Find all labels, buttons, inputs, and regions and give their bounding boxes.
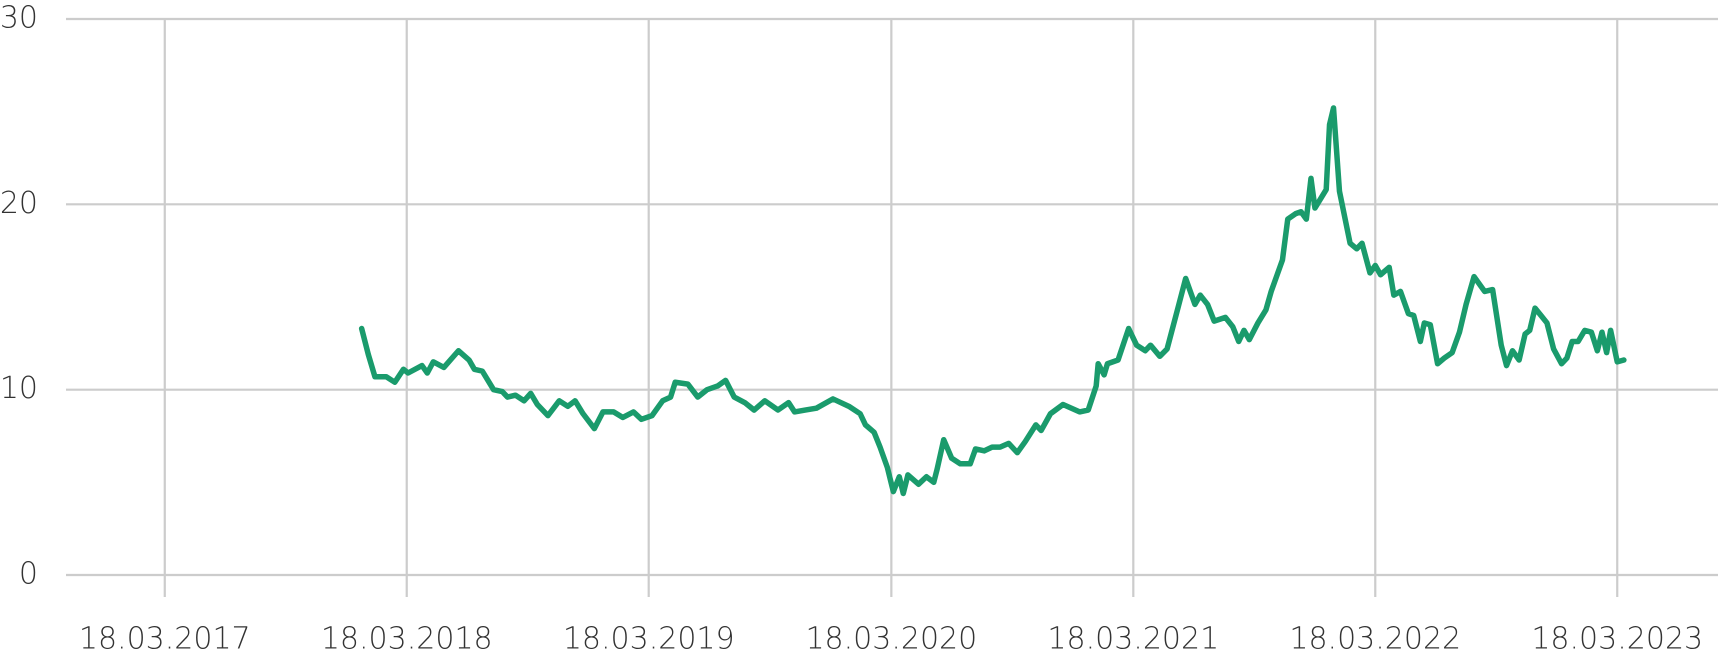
y-tick-label: 20 xyxy=(0,186,38,221)
x-tick-label: 18.03.2020 xyxy=(805,622,977,657)
y-tick-label: 10 xyxy=(0,371,38,406)
y-tick-label: 30 xyxy=(0,1,38,36)
data-line xyxy=(358,105,1627,497)
x-tick-label: 18.03.2021 xyxy=(1047,622,1219,657)
x-tick-label: 18.03.2023 xyxy=(1531,622,1703,657)
x-tick-label: 18.03.2018 xyxy=(321,622,493,657)
y-tick-label: 0 xyxy=(19,557,38,592)
x-tick-label: 18.03.2019 xyxy=(563,622,735,657)
x-tick-label: 18.03.2022 xyxy=(1289,622,1461,657)
x-tick-label: 18.03.2017 xyxy=(79,622,251,657)
